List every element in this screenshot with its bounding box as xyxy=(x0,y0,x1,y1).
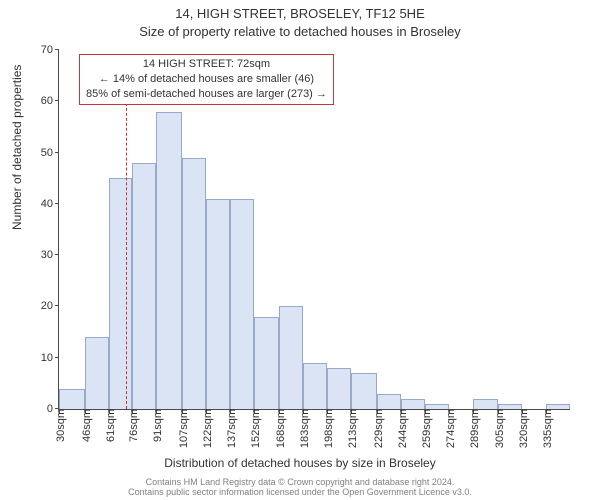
x-tick-label: 213sqm xyxy=(343,409,359,448)
x-tick-label: 335sqm xyxy=(538,409,554,448)
y-tick-mark xyxy=(55,357,59,358)
x-axis-label: Distribution of detached houses by size … xyxy=(0,456,600,470)
x-tick-label: 183sqm xyxy=(295,409,311,448)
y-tick-label: 50 xyxy=(41,147,59,159)
annotation-line: 85% of semi-detached houses are larger (… xyxy=(86,87,327,102)
x-tick-label: 259sqm xyxy=(417,409,433,448)
y-tick-label: 60 xyxy=(41,95,59,107)
x-tick-label: 305sqm xyxy=(490,409,506,448)
y-tick-label: 10 xyxy=(41,352,59,364)
x-tick-label: 122sqm xyxy=(198,409,214,448)
histogram-bar xyxy=(230,199,254,409)
footer-line-2: Contains public sector information licen… xyxy=(128,487,472,497)
y-tick-mark xyxy=(55,254,59,255)
annotation-line: ← 14% of detached houses are smaller (46… xyxy=(86,72,327,87)
histogram-bar xyxy=(156,112,182,409)
x-tick-label: 61sqm xyxy=(101,409,117,442)
annotation-box: 14 HIGH STREET: 72sqm← 14% of detached h… xyxy=(79,54,334,105)
reference-line xyxy=(126,93,127,409)
histogram-bar xyxy=(473,399,499,409)
title-address: 14, HIGH STREET, BROSELEY, TF12 5HE xyxy=(0,6,600,21)
x-tick-label: 320sqm xyxy=(514,409,530,448)
histogram-bar xyxy=(109,178,133,409)
y-tick-mark xyxy=(55,49,59,50)
y-tick-label: 70 xyxy=(41,44,59,56)
x-tick-label: 274sqm xyxy=(441,409,457,448)
attribution-footer: Contains HM Land Registry data © Crown c… xyxy=(0,478,600,498)
histogram-bar xyxy=(327,368,351,409)
histogram-bar xyxy=(351,373,377,409)
x-tick-label: 30sqm xyxy=(51,409,67,442)
annotation-line: 14 HIGH STREET: 72sqm xyxy=(86,57,327,72)
histogram-bar xyxy=(132,163,156,409)
x-tick-label: 76sqm xyxy=(124,409,140,442)
y-tick-mark xyxy=(55,203,59,204)
histogram-bar xyxy=(303,363,327,409)
histogram-bar xyxy=(85,337,109,409)
y-tick-label: 20 xyxy=(41,300,59,312)
histogram-bar xyxy=(182,158,206,409)
x-tick-label: 244sqm xyxy=(393,409,409,448)
x-tick-label: 198sqm xyxy=(319,409,335,448)
footer-line-1: Contains HM Land Registry data © Crown c… xyxy=(146,477,455,487)
histogram-bar xyxy=(401,399,425,409)
x-tick-label: 46sqm xyxy=(77,409,93,442)
y-axis-label: Number of detached properties xyxy=(10,65,24,230)
title-subtitle: Size of property relative to detached ho… xyxy=(0,24,600,39)
x-tick-label: 168sqm xyxy=(271,409,287,448)
plot-area: 01020304050607030sqm46sqm61sqm76sqm91sqm… xyxy=(58,50,570,410)
chart-container: 14, HIGH STREET, BROSELEY, TF12 5HE Size… xyxy=(0,0,600,500)
histogram-bar xyxy=(206,199,230,409)
x-tick-label: 152sqm xyxy=(246,409,262,448)
y-tick-mark xyxy=(55,152,59,153)
histogram-bar xyxy=(59,389,85,410)
x-tick-label: 229sqm xyxy=(369,409,385,448)
y-tick-mark xyxy=(55,305,59,306)
y-tick-label: 40 xyxy=(41,198,59,210)
x-tick-label: 137sqm xyxy=(222,409,238,448)
x-tick-label: 107sqm xyxy=(174,409,190,448)
x-tick-label: 91sqm xyxy=(148,409,164,442)
histogram-bar xyxy=(254,317,280,409)
histogram-bar xyxy=(377,394,401,409)
y-tick-label: 30 xyxy=(41,249,59,261)
y-tick-mark xyxy=(55,100,59,101)
histogram-bar xyxy=(279,306,303,409)
x-tick-label: 289sqm xyxy=(465,409,481,448)
